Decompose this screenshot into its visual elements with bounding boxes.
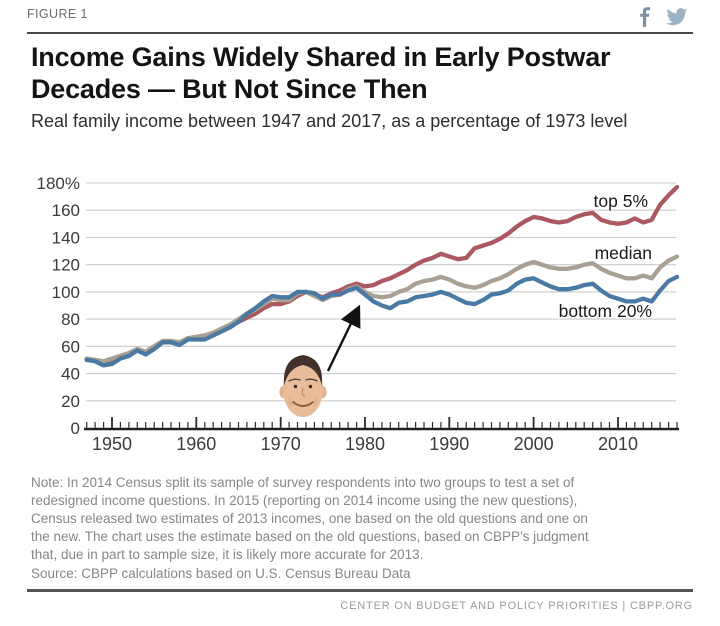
chart-x-axis [84, 417, 679, 431]
x-tick-label: 1970 [261, 434, 301, 454]
y-tick-label: 160 [52, 201, 80, 220]
series-line-bottom-20- [84, 274, 680, 368]
chart-series-lines [84, 184, 680, 368]
social-share-buttons [636, 4, 696, 30]
x-tick-label: 1980 [345, 434, 385, 454]
chart-subtitle: Real family income between 1947 and 2017… [31, 111, 628, 131]
reagan-face-image [279, 355, 327, 417]
y-tick-label: 20 [61, 392, 80, 411]
series-line-top-5- [84, 184, 680, 365]
note-line: redesigned income questions. In 2015 (re… [31, 493, 578, 508]
twitter-icon[interactable] [666, 8, 688, 26]
x-tick-label: 1950 [92, 434, 132, 454]
series-label-top-5-: top 5% [594, 191, 648, 211]
chart-title-line2: Decades — But Not Since Then [31, 74, 428, 105]
header-divider [27, 32, 693, 34]
chart-title: Income Gains Widely Shared in Early Post… [31, 41, 691, 106]
reagan-annotation [279, 304, 361, 417]
figure-label: FIGURE 1 [27, 7, 88, 21]
x-tick-label: 1990 [429, 434, 469, 454]
note-line: the new. The chart uses the estimate bas… [31, 529, 589, 544]
series-label-median: median [595, 243, 652, 263]
note-line: Note: In 2014 Census split its sample of… [31, 475, 575, 490]
chart-source: Source: CBPP calculations based on U.S. … [31, 566, 411, 581]
series-label-bottom-20-: bottom 20% [559, 301, 652, 321]
chart-title-line1: Income Gains Widely Shared in Early Post… [31, 42, 611, 72]
y-tick-label: 0 [71, 419, 80, 438]
x-tick-label: 2010 [598, 434, 638, 454]
footer-divider [27, 589, 693, 592]
y-tick-label: 120 [52, 256, 80, 275]
y-tick-label: 40 [61, 365, 80, 384]
note-line: that, due in part to sample size, it is … [31, 547, 424, 562]
x-tick-label: 1960 [176, 434, 216, 454]
y-tick-label: 80 [61, 310, 80, 329]
y-tick-label: 180% [37, 174, 80, 193]
footer-branding: CENTER ON BUDGET AND POLICY PRIORITIES |… [340, 600, 693, 612]
y-tick-label: 100 [52, 283, 80, 302]
income-line-chart: 0 20 40 60 80 100 120 140 160 180% 1950 1960 1970 198… [37, 174, 680, 454]
facebook-icon[interactable] [636, 7, 654, 27]
y-tick-label: 60 [61, 337, 80, 356]
note-line: Census released two estimates of 2013 in… [31, 511, 588, 526]
x-tick-label: 2000 [514, 434, 554, 454]
y-tick-label: 140 [52, 228, 80, 247]
chart-tick-and-series-labels: 0 20 40 60 80 100 120 140 160 180% 1950 1960 1970 198… [37, 174, 652, 454]
chart-note: Note: In 2014 Census split its sample of… [31, 474, 696, 564]
annotation-arrow [326, 304, 361, 372]
chart-gridlines [86, 182, 676, 402]
